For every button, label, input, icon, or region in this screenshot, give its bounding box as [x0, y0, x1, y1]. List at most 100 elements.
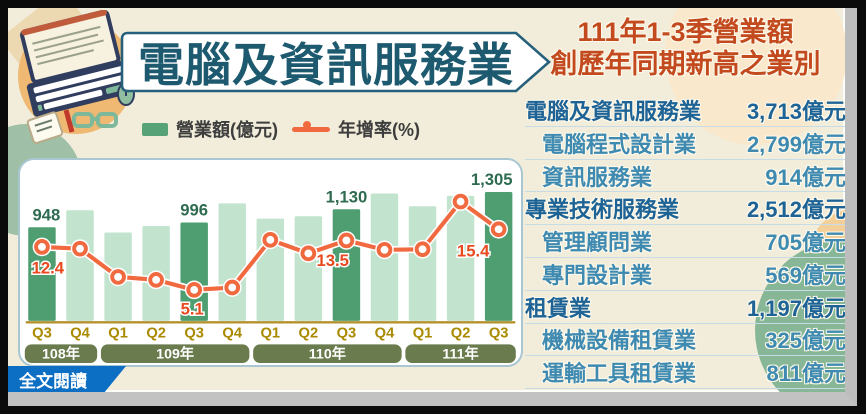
legend-item-growth: 年增率(%)	[292, 116, 420, 142]
industry-table: 電腦及資訊服務業 3,713億元 電腦程式設計業 2,799億元 資訊服務業 9…	[525, 94, 846, 390]
year-band-label: 110年	[309, 345, 346, 363]
bar-Q2-11	[446, 195, 475, 321]
panel-title: 111年1-3季營業額 創歷年同期新高之業別	[525, 16, 845, 80]
industry-value: 325億元	[765, 328, 846, 354]
x-tick-label: Q3	[337, 326, 357, 342]
year-band	[100, 344, 250, 364]
ranking-panel: 111年1-3季營業額 創歷年同期新高之業別 電腦及資訊服務業 3,713億元 …	[525, 16, 845, 390]
line-marker	[72, 240, 88, 257]
industry-row: 電腦及資訊服務業 3,713億元	[525, 94, 846, 127]
bar-Q4-5	[218, 203, 246, 321]
industry-label: 管理顧問業	[542, 230, 653, 256]
bar-value-label: 948	[32, 205, 60, 224]
line-marker	[490, 221, 507, 238]
industry-row: 資訊服務業 914億元	[525, 160, 846, 193]
year-band	[253, 344, 402, 364]
x-tick-label: Q2	[299, 326, 319, 342]
industry-label: 機械設備租賃業	[542, 328, 697, 354]
bar-value-label: 996	[180, 201, 208, 220]
line-marker	[224, 279, 241, 296]
industry-label: 電腦程式設計業	[542, 131, 697, 157]
industry-label: 租賃業	[525, 295, 592, 321]
line-marker-icon	[292, 120, 330, 138]
bar-Q1-10	[408, 206, 437, 321]
x-tick-label: Q4	[222, 326, 242, 342]
industry-value: 2,512億元	[746, 197, 846, 223]
x-tick-label: Q3	[489, 326, 509, 342]
read-more-button[interactable]: 全文閱讀	[8, 366, 126, 392]
industry-row: 電腦程式設計業 2,799億元	[525, 127, 846, 160]
content-card: 電腦及資訊服務業 營業額(億元) 年增率(%) Q3 Q4 Q1 Q2 Q3 Q4 Q1 Q2…	[8, 8, 857, 406]
line-marker	[300, 245, 317, 262]
x-tick-label: Q4	[375, 326, 395, 342]
x-tick-label: Q4	[70, 326, 90, 342]
industry-label: 運輸工具租賃業	[542, 361, 697, 387]
line-marker	[414, 241, 431, 258]
x-tick-label: Q3	[184, 326, 204, 342]
legend-label: 營業額(億元)	[176, 120, 278, 140]
industry-row: 機械設備租賃業 325億元	[525, 324, 846, 357]
line-marker	[338, 232, 355, 249]
industry-label: 專業技術服務業	[525, 197, 680, 223]
laptop-icon	[18, 9, 135, 144]
pennant-shape	[120, 31, 551, 93]
read-more-label: 全文閱讀	[19, 371, 87, 391]
legend-item-revenue: 營業額(億元)	[142, 116, 278, 142]
chart-legend: 營業額(億元) 年增率(%)	[142, 114, 420, 144]
bar-value-label: 1,305	[471, 170, 513, 189]
title-badge: 電腦及資訊服務業	[118, 30, 554, 94]
x-tick-label: Q2	[451, 326, 471, 342]
pencil-icon	[63, 109, 75, 133]
legend-label: 年增率(%)	[338, 120, 420, 140]
industry-label: 專門設計業	[542, 262, 653, 288]
industry-row: 租賃業 1,197億元	[525, 291, 846, 324]
year-band-label: 109年	[156, 345, 194, 363]
notepad-icon	[26, 111, 64, 144]
line-marker	[148, 272, 164, 288]
line-marker	[186, 282, 203, 298]
page-title: 電腦及資訊服務業	[138, 39, 514, 91]
line-marker	[452, 193, 469, 210]
x-tick-label: Q1	[413, 326, 433, 342]
year-band	[405, 344, 516, 364]
year-band	[24, 344, 98, 364]
industry-row: 專門設計業 569億元	[525, 258, 846, 291]
industry-row: 專業技術服務業 2,512億元	[525, 192, 846, 226]
year-band-label: 108年	[42, 345, 80, 363]
panel-title-line2: 創歷年同期新高之業別	[550, 49, 821, 79]
bar-value-label: 1,130	[326, 187, 368, 206]
glasses-icon	[72, 112, 118, 128]
panel-title-line1: 111年1-3季營業額	[577, 17, 794, 47]
decor-circle-peach	[665, 8, 845, 145]
bar-swatch-icon	[142, 122, 168, 136]
industry-value: 2,799億元	[746, 131, 846, 157]
growth-value-label: 13.5	[316, 251, 348, 270]
line-marker	[376, 241, 393, 258]
line-marker	[110, 269, 126, 285]
bar-Q3-4	[180, 222, 208, 321]
trend-chart: Q3 Q4 Q1 Q2 Q3 Q4 Q1 Q2 Q3 Q4 Q1 Q2 Q3 108年 109年 110年 11…	[18, 158, 523, 367]
industry-value: 705億元	[765, 230, 846, 256]
industry-value: 811億元	[766, 361, 846, 387]
growth-value-label: 5.1	[181, 299, 204, 318]
x-tick-label: Q3	[32, 326, 52, 342]
industry-label: 資訊服務業	[542, 164, 653, 190]
bar-Q2-7	[294, 216, 323, 321]
growth-value-label: 12.4	[32, 258, 65, 277]
year-band-label: 111年	[442, 345, 478, 363]
line-marker	[262, 231, 279, 248]
industry-value: 569億元	[765, 262, 846, 288]
industry-row: 管理顧問業 705億元	[525, 225, 846, 258]
line-marker	[34, 239, 50, 255]
x-tick-label: Q1	[260, 326, 280, 342]
x-tick-label: Q1	[108, 326, 128, 342]
industry-row: 運輸工具租賃業 811億元	[525, 356, 846, 390]
bar-Q4-1	[66, 210, 94, 321]
x-tick-label: Q2	[146, 326, 166, 342]
industry-value: 914億元	[765, 164, 846, 190]
industry-value: 1,197億元	[746, 295, 846, 321]
laptop-workspace-illustration	[10, 9, 154, 154]
industry-value: 3,713億元	[746, 98, 846, 124]
industry-label: 電腦及資訊服務業	[525, 98, 702, 124]
